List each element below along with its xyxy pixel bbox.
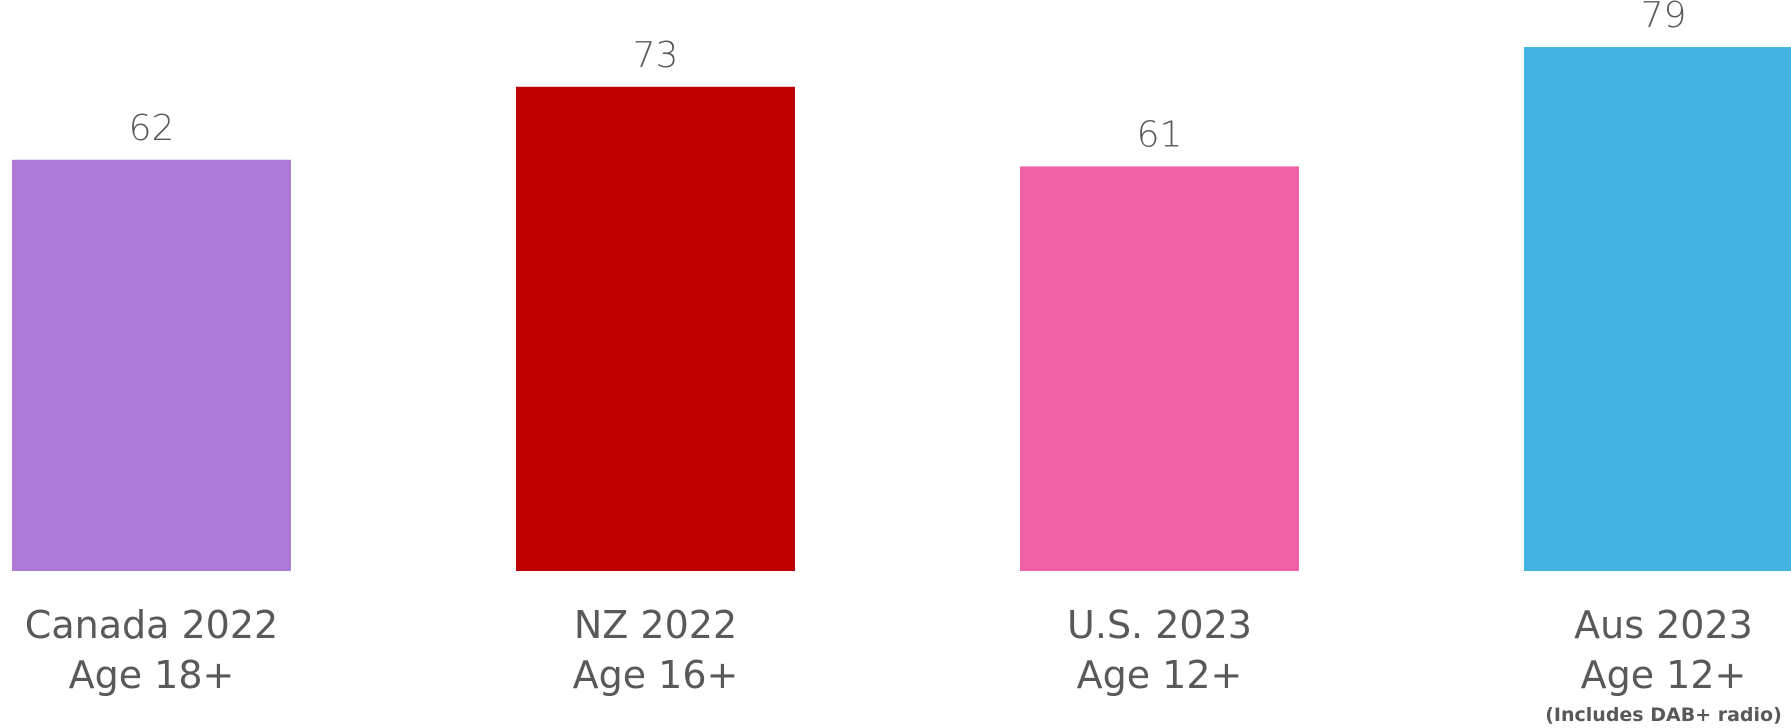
value-label-1: 73 — [633, 35, 679, 76]
bars — [12, 47, 1791, 572]
category-label-line2-1: Age 16+ — [573, 653, 739, 697]
bar-0 — [12, 159, 291, 571]
category-label-line2-2: Age 12+ — [1077, 653, 1243, 697]
category-label-line1-0: Canada 2022 — [25, 603, 278, 647]
category-label-line2-0: Age 18+ — [69, 653, 235, 697]
bar-1 — [516, 86, 795, 571]
value-labels: 62 73 61 79 — [129, 0, 1687, 155]
category-note-3: (Includes DAB+ radio) — [1545, 704, 1782, 726]
category-label-line1-2: U.S. 2023 — [1067, 603, 1252, 647]
bar-2 — [1020, 166, 1299, 572]
category-label-line2-3: Age 12+ — [1581, 653, 1747, 697]
category-label-line1-3: Aus 2023 — [1574, 603, 1753, 647]
value-label-3: 79 — [1641, 0, 1687, 36]
value-label-2: 61 — [1137, 114, 1183, 155]
value-label-0: 62 — [129, 108, 175, 149]
category-labels: Canada 2022 Age 18+ NZ 2022 Age 16+ U.S. 202… — [25, 603, 1782, 726]
category-label-line1-1: NZ 2022 — [574, 603, 737, 647]
bar-3 — [1524, 47, 1791, 571]
